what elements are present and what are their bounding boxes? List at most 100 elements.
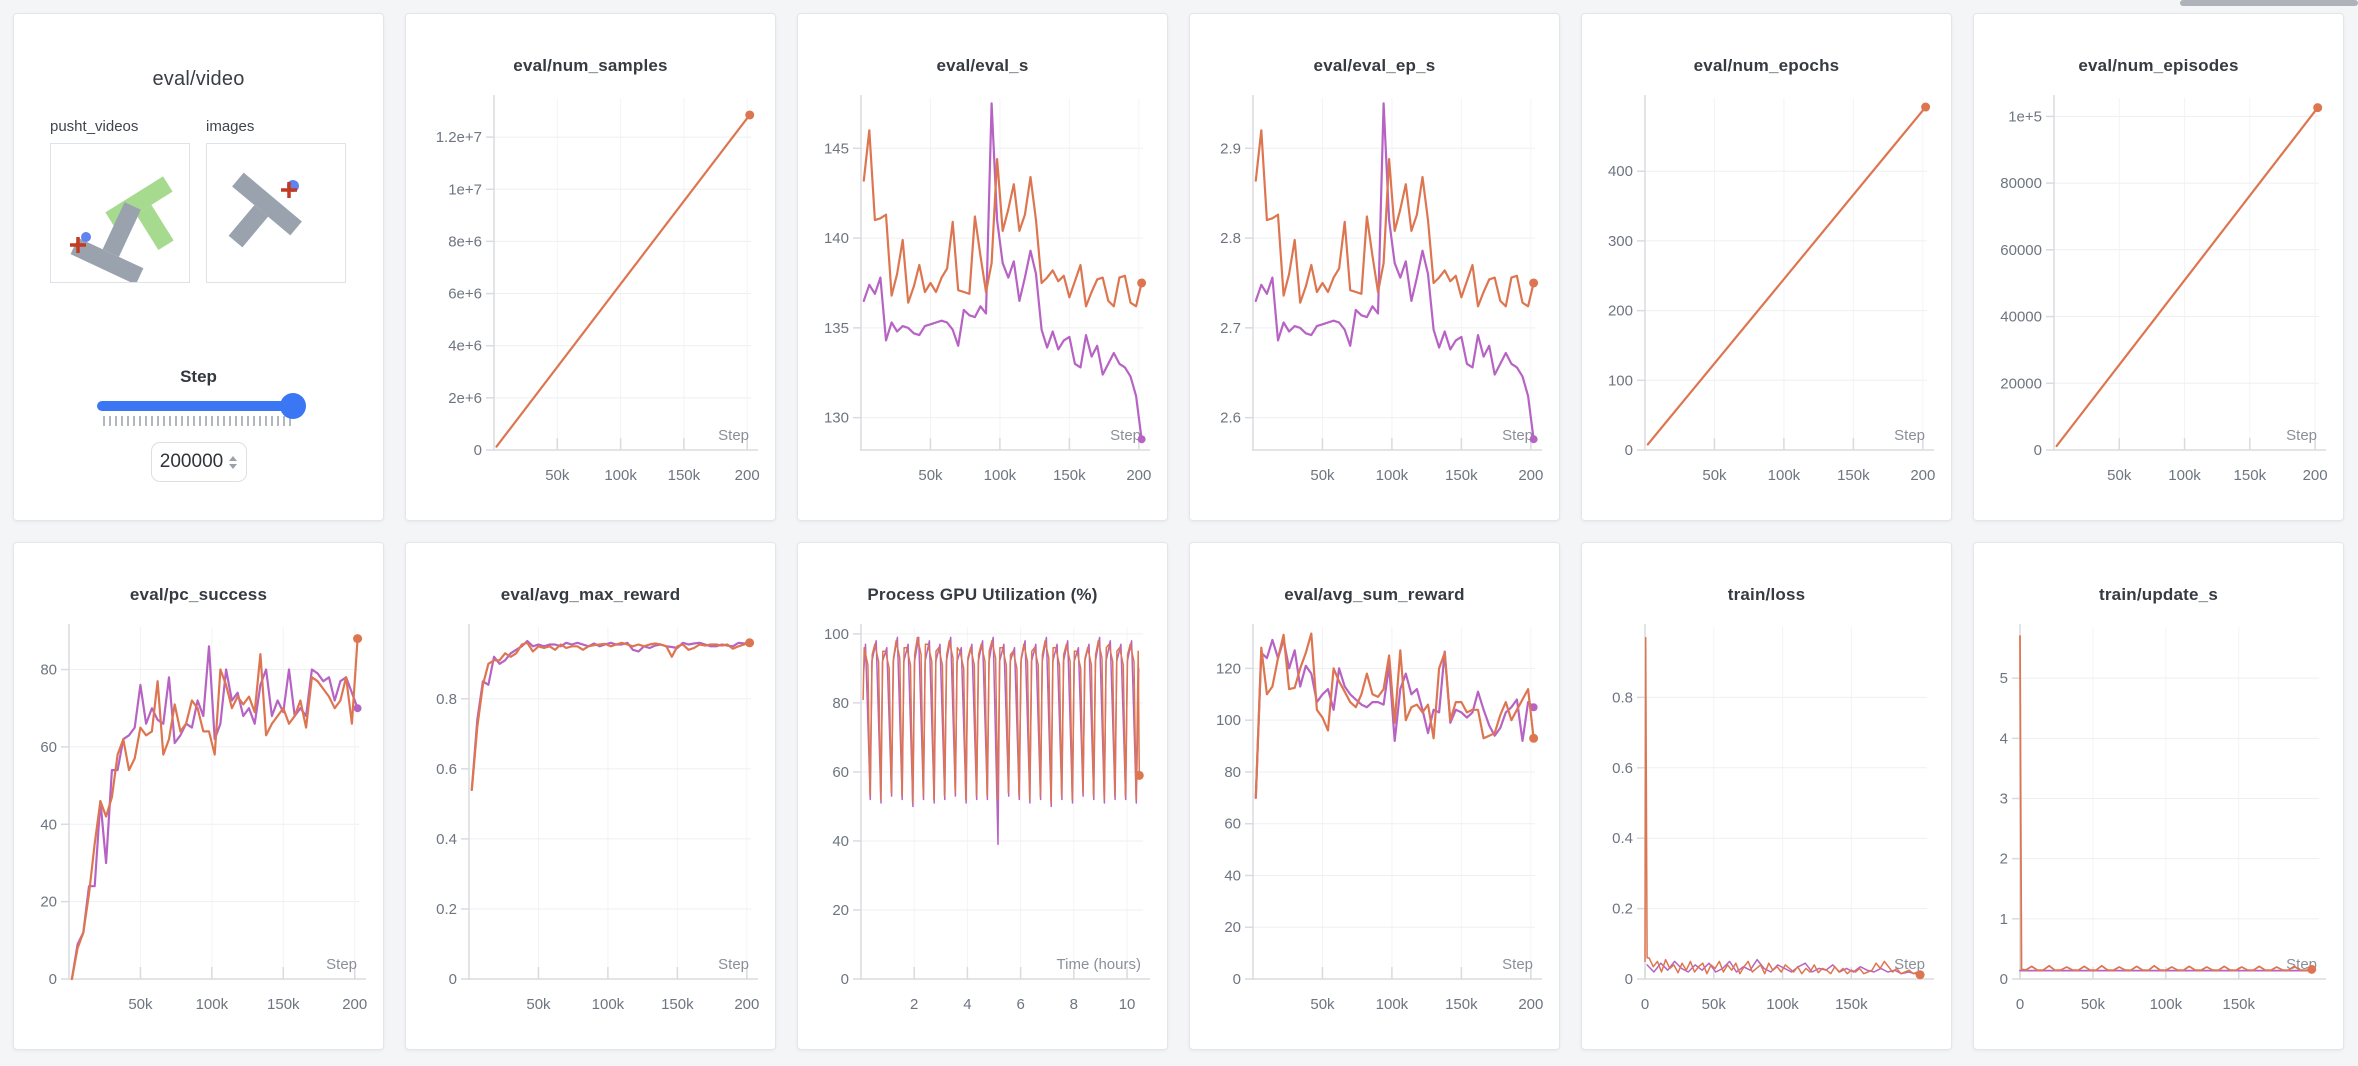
y-tick-label: 40	[40, 816, 57, 833]
y-tick-label: 0	[1625, 971, 1633, 988]
x-tick-label: 100k	[196, 996, 229, 1013]
pusht-video-thumbnail[interactable]	[50, 143, 190, 285]
slider-thumb[interactable]	[279, 393, 306, 419]
x-axis-title: Step	[2286, 427, 2317, 444]
series-line-orange	[495, 113, 751, 448]
y-tick-label: 145	[824, 140, 849, 157]
images-image	[228, 172, 302, 248]
step-slider-label: Step	[180, 367, 217, 386]
y-tick-label: 20	[40, 894, 57, 911]
chart-panel-process-gpu-utilization-: Process GPU Utilization (%) 2 4 6 8 10 0 20 40 60…	[797, 542, 1168, 1050]
series-line-orange	[862, 636, 1141, 804]
x-tick-label: 100k	[984, 467, 1017, 484]
y-tick-label: 80	[40, 662, 57, 679]
x-tick-label: 150k	[1053, 467, 1086, 484]
series-end-dot-orange	[2313, 103, 2323, 113]
y-tick-label: 300	[1608, 233, 1633, 250]
chart-canvas[interactable]: 50k 100k 150k 200 0 100 200 300 400 Step	[1582, 82, 1952, 518]
x-axis-title: Step	[1894, 956, 1925, 973]
y-tick-label: 0	[474, 442, 482, 459]
pusht-video-image	[70, 176, 174, 285]
chart-canvas[interactable]: 50k 100k 150k 200 0 20 40 60 80 100 120 Step	[1190, 611, 1560, 1047]
chart-panel-eval-num-epochs: eval/num_epochs 50k 100k 150k 200 0 100 200 300 4…	[1581, 13, 1952, 521]
x-tick-label: 150k	[267, 996, 300, 1013]
x-axis-title: Time (hours)	[1057, 956, 1141, 973]
chart-canvas[interactable]: 50k 100k 150k 200 0 20 40 60 80 Step	[14, 611, 384, 1047]
y-tick-label: 0	[841, 971, 849, 988]
y-tick-label: 20000	[2000, 375, 2042, 392]
y-tick-label: 3	[2000, 790, 2008, 807]
y-tick-label: 80	[1224, 764, 1241, 781]
x-tick-label: 200	[734, 996, 759, 1013]
y-tick-label: 80000	[2000, 175, 2042, 192]
series-line-purple	[1254, 638, 1535, 799]
x-tick-label: 6	[1016, 996, 1024, 1013]
x-tick-label: 200	[1518, 996, 1543, 1013]
x-tick-label: 150k	[661, 996, 694, 1013]
step-value-input[interactable]: 200000	[150, 442, 247, 482]
y-tick-label: 2.8	[1220, 230, 1241, 247]
y-tick-label: 6e+6	[448, 286, 482, 303]
y-tick-label: 0.2	[436, 901, 457, 918]
x-tick-label: 50k	[128, 996, 153, 1013]
y-tick-label: 2.6	[1220, 410, 1241, 427]
series-end-dot-orange	[1529, 733, 1539, 743]
x-tick-label: 200	[342, 996, 367, 1013]
x-tick-label: 200	[1910, 467, 1935, 484]
panel-title: train/loss	[1727, 585, 1806, 604]
chart-canvas[interactable]: 50k 100k 150k 200 0 2e+6 4e+6 6e+6 8e+6 1e+7 1.2e+…	[406, 82, 776, 518]
y-tick-label: 2.9	[1220, 140, 1241, 157]
series-end-dot-orange	[1137, 278, 1147, 288]
x-tick-label: 4	[963, 996, 971, 1013]
series-line-purple	[470, 639, 751, 791]
panel-title: eval/video	[152, 68, 245, 90]
x-axis-title: Step	[1894, 427, 1925, 444]
x-tick-label: 100k	[592, 996, 625, 1013]
chart-panel-train-loss: train/loss 0 50k 100k 150k 0 0.2 0.4 0.6 0.8 Step	[1581, 542, 1952, 1050]
y-tick-label: 0.6	[436, 761, 457, 778]
panel-title: eval/eval_s	[936, 56, 1029, 75]
y-tick-label: 5	[2000, 670, 2008, 687]
series-line-purple	[862, 636, 1140, 846]
series-line-purple	[1254, 102, 1535, 441]
chevron-down-icon[interactable]	[229, 463, 238, 469]
x-tick-label: 50k	[1310, 996, 1335, 1013]
y-tick-label: 2	[2000, 851, 2008, 868]
chevron-up-icon[interactable]	[229, 455, 238, 461]
y-tick-label: 400	[1608, 163, 1633, 180]
slider-track[interactable]	[96, 401, 301, 411]
x-tick-label: 100k	[1376, 467, 1409, 484]
y-tick-label: 2e+6	[448, 390, 482, 407]
x-tick-label: 0	[2016, 996, 2024, 1013]
y-tick-label: 8e+6	[448, 233, 482, 250]
media-cells: pusht_videos images	[14, 94, 383, 285]
panel-title: eval/avg_sum_reward	[1284, 585, 1465, 604]
y-tick-label: 0.8	[436, 691, 457, 708]
x-tick-label: 50k	[1702, 467, 1727, 484]
y-tick-label: 40	[832, 833, 849, 850]
y-tick-label: 0	[49, 971, 57, 988]
media-cell-label: images	[206, 118, 255, 135]
y-tick-label: 60	[1224, 816, 1241, 833]
y-tick-label: 40000	[2000, 309, 2042, 326]
chart-canvas[interactable]: 50k 100k 150k 200 130 135 140 145 Step	[798, 82, 1168, 518]
panel-title: eval/eval_ep_s	[1313, 56, 1436, 75]
x-tick-label: 50k	[918, 467, 943, 484]
horizontal-scrollbar-thumb[interactable]	[2180, 0, 2358, 6]
stepper-arrows[interactable]	[229, 455, 238, 469]
x-tick-label: 200	[1126, 467, 1151, 484]
series-end-dot-orange	[1529, 278, 1539, 288]
step-slider[interactable]	[96, 393, 306, 419]
y-tick-label: 0	[2000, 971, 2008, 988]
x-tick-label: 50k	[2107, 467, 2132, 484]
x-tick-label: 8	[1070, 996, 1078, 1013]
chart-canvas[interactable]: 50k 100k 150k 200 0 0.2 0.4 0.6 0.8 Step	[406, 611, 776, 1047]
chart-canvas[interactable]: 50k 100k 150k 200 2.6 2.7 2.8 2.9 Step	[1190, 82, 1560, 518]
images-thumbnail[interactable]	[206, 143, 346, 283]
chart-canvas[interactable]: 0 50k 100k 150k 0 0.2 0.4 0.6 0.8 Step	[1582, 611, 1952, 1047]
series-end-dot-orange	[353, 634, 363, 644]
chart-canvas[interactable]: 50k 100k 150k 200 0 20000 40000 60000 80000 1e+5 S…	[1974, 82, 2344, 518]
x-tick-label: 0	[1641, 996, 1649, 1013]
